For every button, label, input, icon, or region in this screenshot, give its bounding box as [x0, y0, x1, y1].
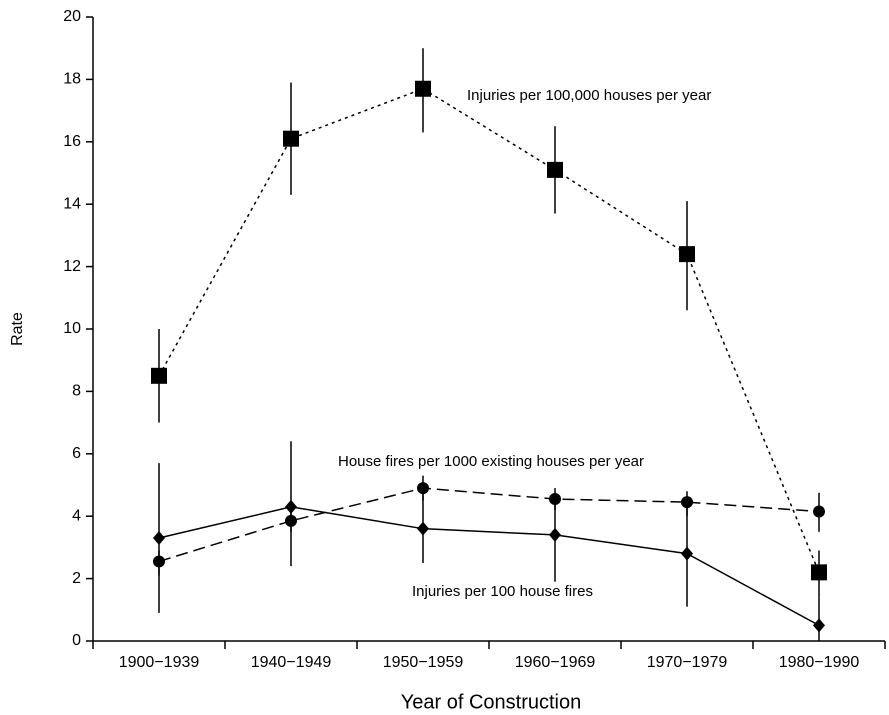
marker: [679, 246, 695, 263]
y-tick-label: 6: [72, 445, 81, 462]
marker: [549, 527, 561, 542]
series-label: House fires per 1000 existing houses per…: [338, 453, 644, 470]
series-line: [158, 487, 820, 563]
series-label: Injuries per 100 house fires: [412, 583, 593, 600]
y-tick-label: 0: [72, 632, 81, 649]
y-tick-label: 14: [63, 195, 81, 212]
marker: [547, 161, 563, 178]
y-tick-label: 10: [63, 320, 81, 337]
y-tick-label: 4: [72, 507, 81, 524]
series-label: Injuries per 100,000 houses per year: [467, 87, 711, 104]
marker: [153, 531, 165, 546]
y-axis-title: Rate: [9, 312, 26, 346]
marker: [417, 482, 429, 495]
y-tick-label: 2: [72, 570, 81, 587]
y-tick-label: 20: [63, 8, 81, 25]
marker: [811, 564, 827, 581]
x-tick-label: 1900−1939: [119, 654, 200, 671]
marker: [813, 618, 825, 633]
marker: [151, 367, 167, 384]
y-tick-label: 8: [72, 383, 81, 400]
marker: [681, 496, 693, 509]
x-tick-label: 1960−1969: [515, 654, 596, 671]
y-tick-label: 18: [63, 71, 81, 88]
x-tick-label: 1980−1990: [779, 654, 860, 671]
series-line: [158, 87, 820, 573]
y-tick-label: 12: [63, 258, 81, 275]
x-axis-title: Year of Construction: [401, 691, 581, 713]
y-tick-label: 16: [63, 133, 81, 150]
x-tick-label: 1940−1949: [251, 654, 332, 671]
x-tick-label: 1970−1979: [647, 654, 728, 671]
x-tick-label: 1950−1959: [383, 654, 464, 671]
marker: [285, 499, 297, 514]
marker: [417, 521, 429, 536]
marker: [681, 546, 693, 561]
series-line: [158, 506, 820, 627]
marker: [813, 505, 825, 518]
marker: [415, 80, 431, 97]
marker: [283, 130, 299, 147]
